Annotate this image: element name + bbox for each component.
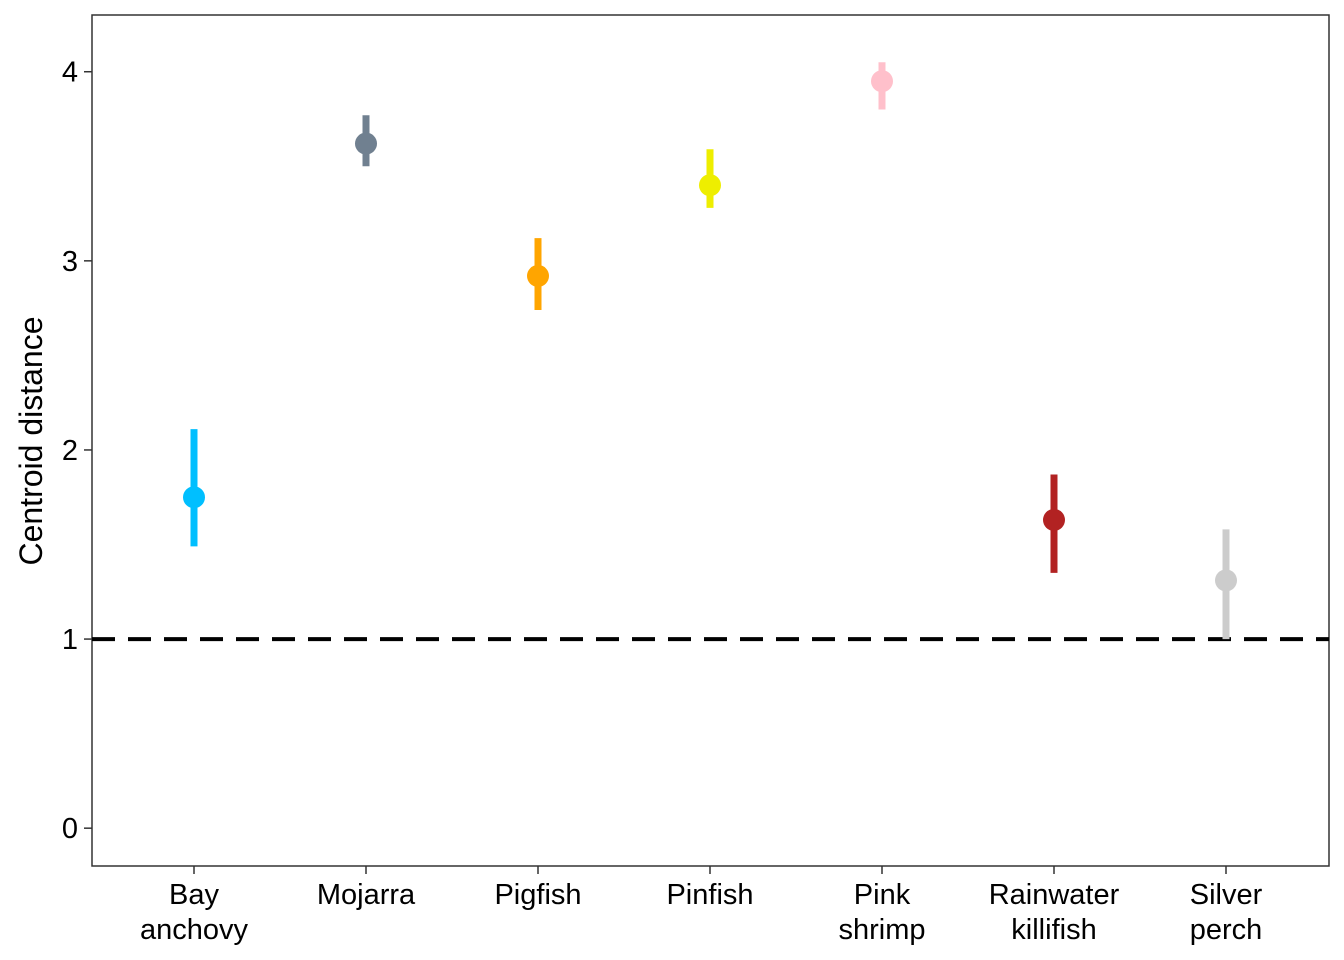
y-tick-label: 4	[62, 57, 78, 89]
points-layer	[183, 70, 1237, 592]
data-point	[355, 132, 377, 155]
x-tick-label: Silver perch	[1190, 879, 1263, 946]
data-point	[1215, 569, 1237, 592]
data-point	[699, 174, 721, 197]
y-tick-label: 2	[62, 435, 78, 467]
x-tick-label: Pigfish	[494, 879, 581, 911]
x-tick-label: Mojarra	[317, 879, 416, 911]
x-axis: Bay anchovy Mojarra Pigfish Pinfish Pink shrim…	[140, 866, 1263, 946]
y-tick-label: 0	[62, 813, 78, 845]
y-axis: 0 1 2 3 4	[62, 57, 92, 845]
y-tick-label: 3	[62, 246, 78, 278]
x-tick-label: Pinfish	[666, 879, 753, 911]
y-axis-title: Centroid distance	[13, 316, 49, 565]
y-tick-label: 1	[62, 624, 78, 656]
x-tick-label: Pink shrimp	[838, 879, 925, 946]
x-tick-label: Bay anchovy	[140, 879, 249, 946]
data-point	[183, 486, 205, 509]
data-point	[1043, 508, 1065, 531]
plot-panel	[91, 14, 1330, 867]
data-point	[527, 264, 549, 287]
data-point	[871, 70, 893, 93]
x-tick-label: Rainwater killifish	[989, 879, 1120, 946]
